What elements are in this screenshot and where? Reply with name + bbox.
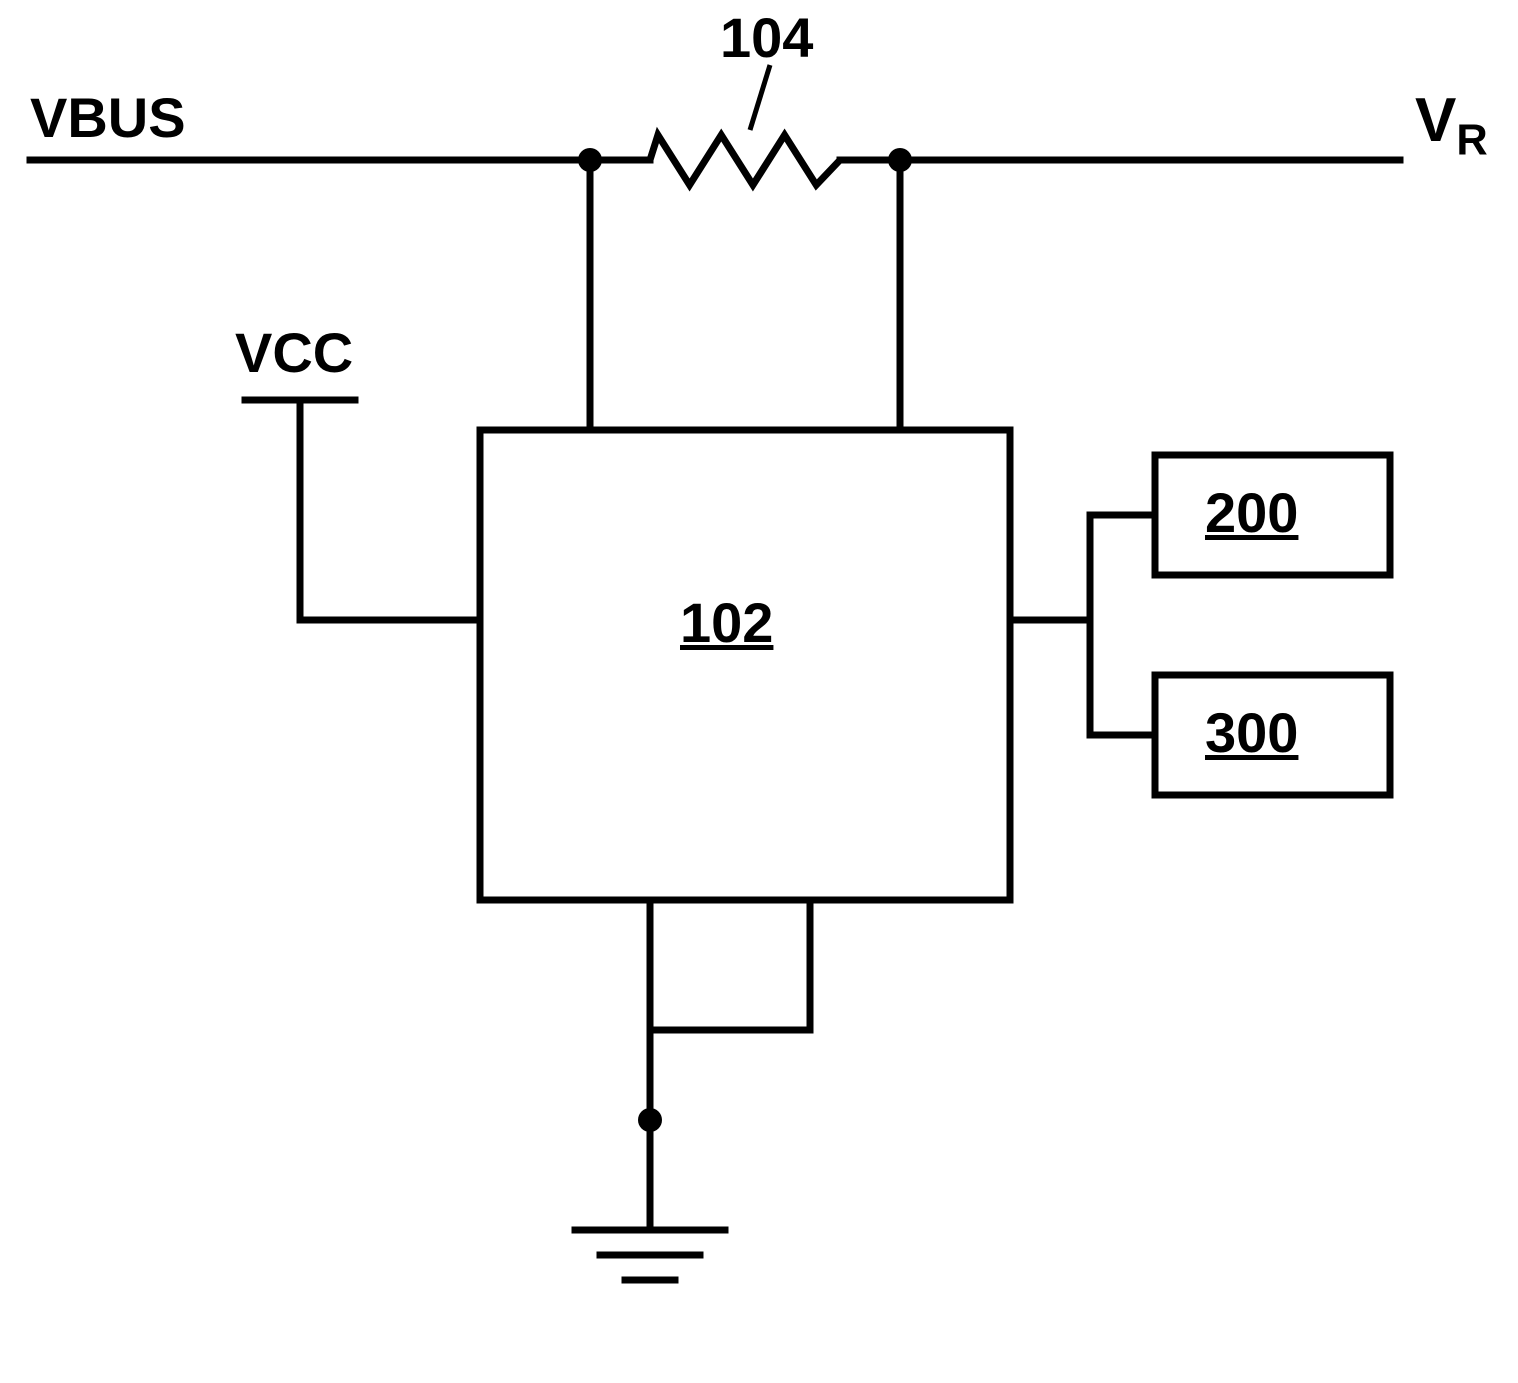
label-vr: VR bbox=[1415, 85, 1488, 165]
label-vbus: VBUS bbox=[30, 85, 186, 150]
label-vcc: VCC bbox=[235, 320, 353, 385]
label-ref104: 104 bbox=[720, 5, 813, 70]
circuit-svg bbox=[0, 0, 1518, 1383]
diagram-root: VBUS VR VCC 104 102 200 300 bbox=[0, 0, 1518, 1383]
label-vr-base: V bbox=[1415, 86, 1456, 155]
label-ref102: 102 bbox=[680, 590, 773, 655]
label-ref300: 300 bbox=[1205, 700, 1298, 765]
label-vr-sub: R bbox=[1456, 116, 1487, 164]
label-ref200: 200 bbox=[1205, 480, 1298, 545]
